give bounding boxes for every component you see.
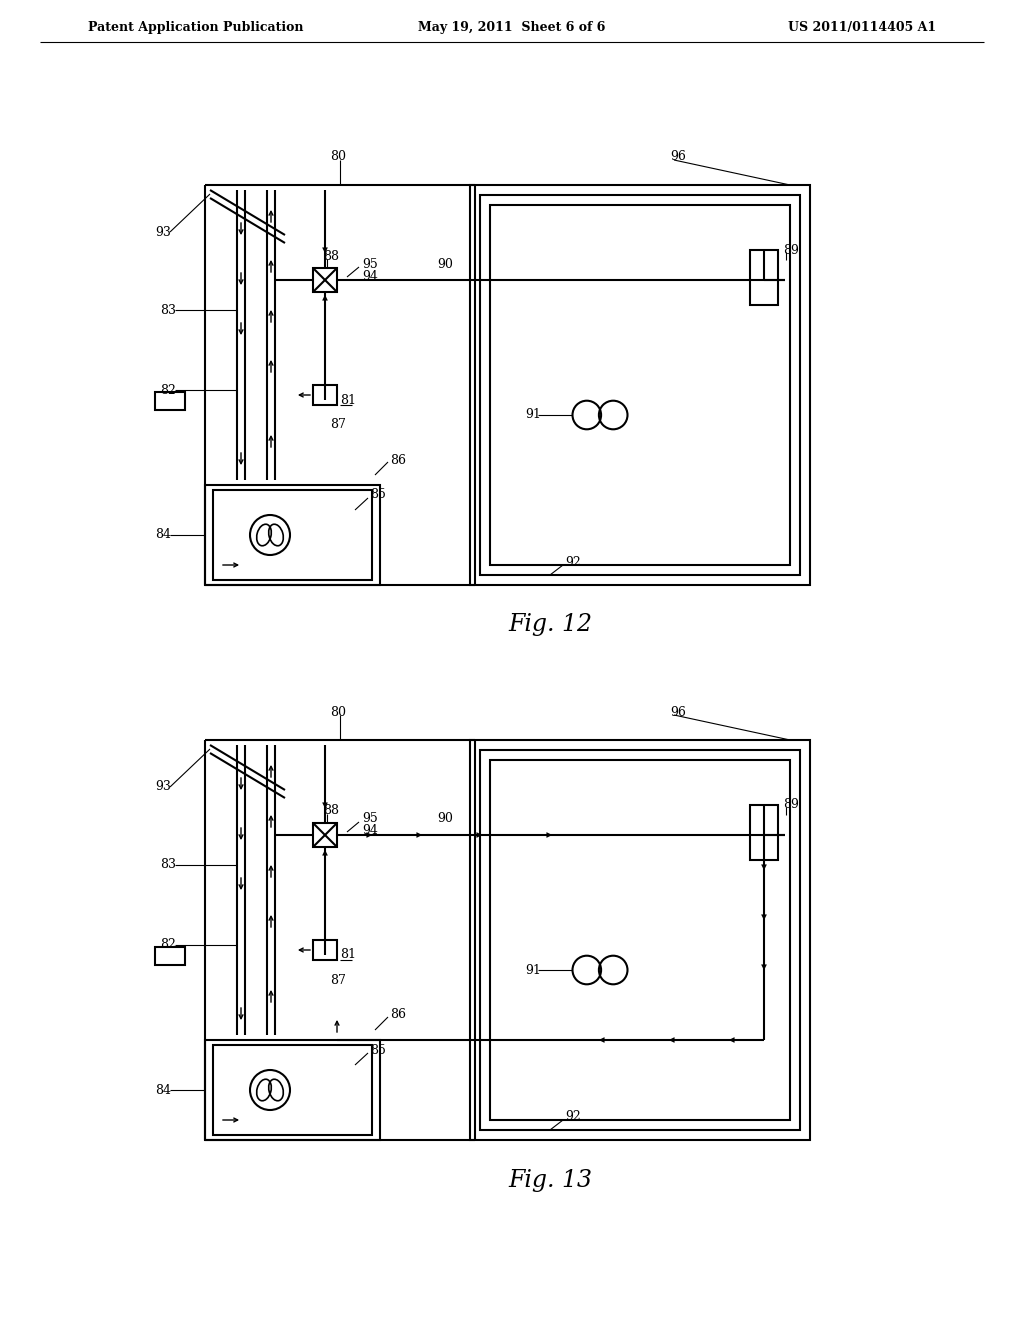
Bar [470, 741, 810, 1140]
Bar [470, 185, 810, 585]
Bar [205, 1040, 380, 1140]
Text: 94: 94 [362, 825, 378, 837]
Text: 87: 87 [330, 418, 346, 432]
Text: 86: 86 [390, 454, 406, 466]
Text: 88: 88 [323, 249, 339, 263]
Text: 95: 95 [362, 257, 378, 271]
Text: 83: 83 [160, 858, 176, 871]
Text: 89: 89 [783, 799, 799, 812]
Bar [313, 385, 337, 405]
Text: 81: 81 [340, 949, 356, 961]
Text: 82: 82 [160, 939, 176, 952]
Text: 81: 81 [340, 393, 356, 407]
Text: 89: 89 [783, 243, 799, 256]
Text: 96: 96 [670, 150, 686, 164]
Text: 87: 87 [330, 974, 346, 986]
Text: 80: 80 [330, 150, 346, 164]
Bar [213, 1045, 372, 1135]
Text: 82: 82 [160, 384, 176, 396]
Text: 85: 85 [370, 488, 386, 502]
Bar [480, 195, 800, 576]
Bar [205, 484, 380, 585]
Text: US 2011/0114405 A1: US 2011/0114405 A1 [787, 21, 936, 33]
Bar [313, 822, 337, 847]
Bar [490, 205, 790, 565]
Text: 80: 80 [330, 705, 346, 718]
Text: 91: 91 [525, 964, 541, 977]
Text: 95: 95 [362, 813, 378, 825]
Text: 86: 86 [390, 1008, 406, 1022]
Text: 92: 92 [565, 556, 581, 569]
Text: 96: 96 [670, 705, 686, 718]
Text: 91: 91 [525, 408, 541, 421]
Bar [155, 392, 185, 411]
Bar [480, 750, 800, 1130]
Text: 94: 94 [362, 269, 378, 282]
Text: 93: 93 [155, 226, 171, 239]
Text: 92: 92 [565, 1110, 581, 1123]
Bar [155, 946, 185, 965]
Bar [213, 490, 372, 579]
Bar [313, 268, 337, 292]
Text: 90: 90 [437, 257, 453, 271]
Text: 90: 90 [437, 813, 453, 825]
Text: 84: 84 [155, 528, 171, 541]
Text: 88: 88 [323, 804, 339, 817]
Text: 84: 84 [155, 1084, 171, 1097]
Bar [750, 249, 778, 305]
Text: 93: 93 [155, 780, 171, 793]
Text: Fig. 12: Fig. 12 [508, 614, 592, 636]
Text: Patent Application Publication: Patent Application Publication [88, 21, 303, 33]
Text: 83: 83 [160, 304, 176, 317]
Text: May 19, 2011  Sheet 6 of 6: May 19, 2011 Sheet 6 of 6 [419, 21, 605, 33]
Text: 85: 85 [370, 1044, 386, 1056]
Bar [750, 805, 778, 861]
Text: Fig. 13: Fig. 13 [508, 1168, 592, 1192]
Bar [490, 760, 790, 1119]
Bar [313, 940, 337, 960]
